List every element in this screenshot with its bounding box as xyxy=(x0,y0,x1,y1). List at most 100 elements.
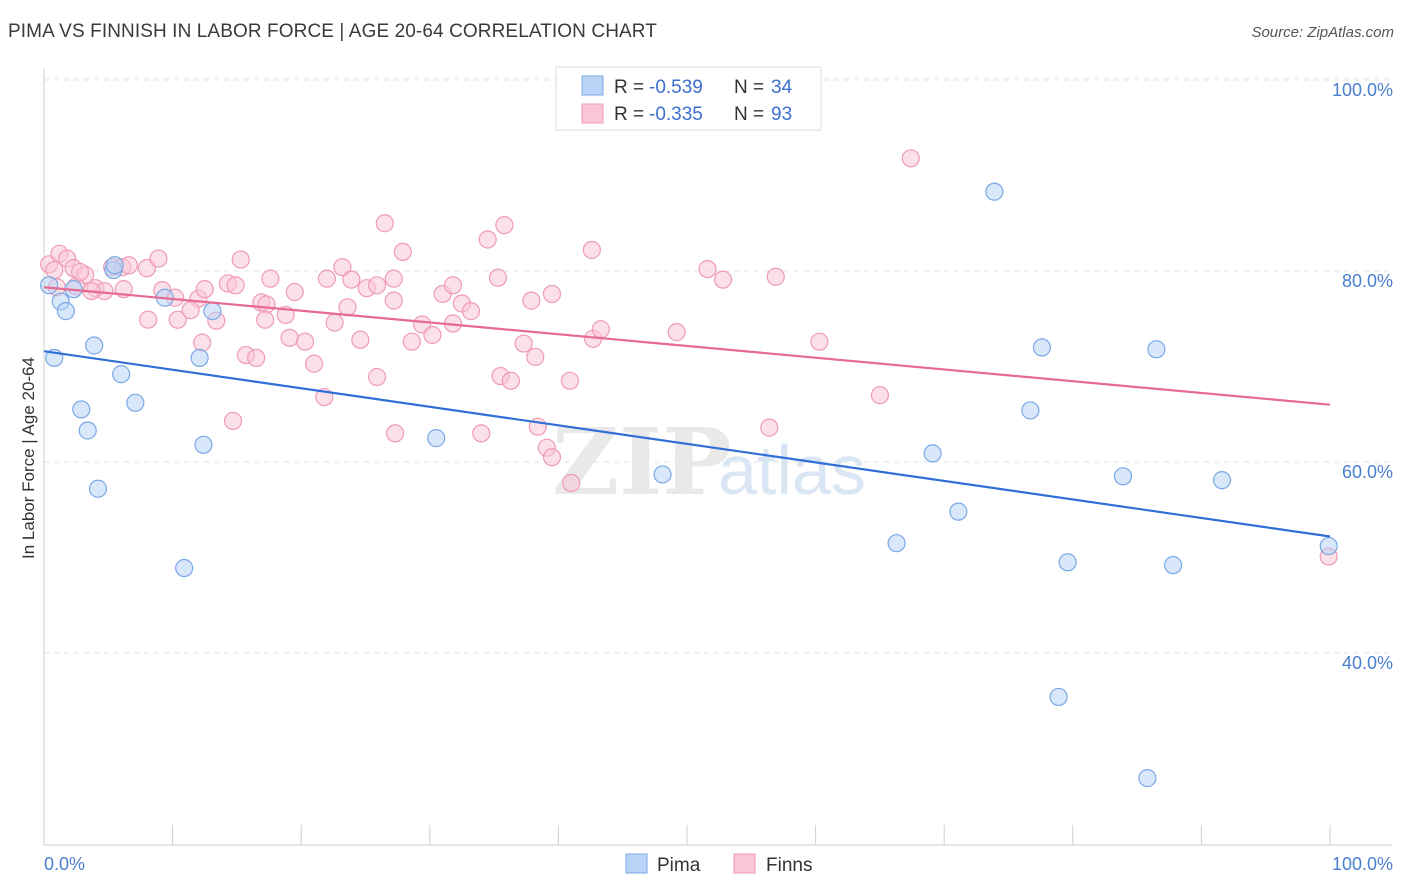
pima-point xyxy=(887,534,906,553)
finns-point xyxy=(495,216,514,235)
finns-point xyxy=(70,262,90,282)
finns-point xyxy=(181,301,200,320)
pima-point xyxy=(40,276,59,295)
finns-point xyxy=(393,242,412,261)
pima-point xyxy=(1319,536,1338,556)
finns-point xyxy=(367,367,387,387)
pima-point xyxy=(105,256,124,275)
finns-point xyxy=(193,333,212,352)
pima-point xyxy=(203,302,222,321)
legend-swatch-pima xyxy=(581,75,604,96)
pima-point xyxy=(126,393,145,412)
finns-trend-line xyxy=(43,286,1331,406)
finns-point xyxy=(472,424,491,443)
bottom-legend: Pima Finns xyxy=(625,853,812,876)
bottom-legend-swatch-finns xyxy=(733,853,756,874)
pima-point xyxy=(78,421,97,440)
finns-point xyxy=(295,332,315,351)
finns-point xyxy=(280,328,299,347)
x-tick-label-min: 0.0% xyxy=(44,854,85,874)
pima-point xyxy=(1212,471,1232,490)
finns-point xyxy=(667,323,686,342)
finns-point xyxy=(384,291,403,310)
finns-point xyxy=(478,230,497,249)
pima-point xyxy=(1164,556,1183,575)
y-tick-label: 100.0% xyxy=(1332,80,1393,100)
pima-point xyxy=(1058,553,1077,572)
legend-finns-n-label: N = xyxy=(734,104,764,125)
legend-pima-n-label: N = xyxy=(734,77,764,98)
axes xyxy=(43,68,1392,846)
pima-point xyxy=(190,348,209,368)
finns-point xyxy=(317,269,337,288)
finns-point xyxy=(698,259,717,279)
pima-point xyxy=(72,400,91,419)
finns-point xyxy=(526,347,545,367)
pima-point xyxy=(985,182,1004,201)
finns-point xyxy=(149,249,168,268)
watermark-atlas: atlas xyxy=(718,431,866,509)
pima-point xyxy=(923,444,942,463)
finns-point xyxy=(560,371,580,390)
y-tick-label: 60.0% xyxy=(1342,462,1393,482)
finns-point xyxy=(402,332,421,351)
finns-point xyxy=(582,240,601,260)
finns-point xyxy=(342,270,361,289)
pima-point xyxy=(1032,338,1052,357)
legend-box: R = -0.539 N = 34 R = -0.335 N = 93 xyxy=(555,66,822,131)
finns-point xyxy=(542,284,562,304)
scatter-points xyxy=(40,70,1338,788)
gridlines xyxy=(44,77,1392,654)
finns-point xyxy=(45,260,64,280)
pima-point xyxy=(175,558,194,578)
legend-pima-r-label: R = xyxy=(614,77,644,98)
pima-point xyxy=(653,465,672,484)
finns-point xyxy=(443,276,463,295)
finns-point xyxy=(367,276,387,295)
pima-point xyxy=(85,336,104,355)
finns-point xyxy=(195,280,214,299)
chart-source: Source: ZipAtlas.com xyxy=(1251,24,1394,41)
finns-point xyxy=(542,448,562,467)
finns-point xyxy=(139,310,158,329)
finns-point xyxy=(333,258,352,277)
legend-swatch-finns xyxy=(581,103,604,124)
finns-point xyxy=(261,269,280,288)
pima-point xyxy=(112,365,131,384)
finns-point xyxy=(247,348,266,368)
tick-labels: 40.0% 60.0% 80.0% 100.0% 0.0% 100.0% xyxy=(44,80,1393,874)
finns-point xyxy=(375,214,394,233)
trend-lines xyxy=(43,286,1331,538)
pima-point xyxy=(88,479,108,498)
finns-point xyxy=(488,268,508,287)
finns-point xyxy=(522,291,541,310)
finns-point xyxy=(231,250,250,269)
finns-point xyxy=(257,295,276,314)
watermark: ZIP atlas xyxy=(552,408,866,516)
finns-point xyxy=(168,310,187,329)
pima-point xyxy=(1021,401,1040,420)
legend-finns-r-value: -0.335 xyxy=(649,104,703,125)
finns-point xyxy=(385,424,405,443)
pima-point xyxy=(194,435,213,454)
finns-point xyxy=(423,325,442,345)
legend-pima-n-value: 34 xyxy=(771,77,793,98)
x-tick-label-max: 100.0% xyxy=(1332,854,1393,874)
finns-point xyxy=(901,149,920,168)
finns-point xyxy=(256,310,275,329)
pima-point xyxy=(1049,687,1068,707)
pima-point xyxy=(1138,769,1157,788)
finns-point xyxy=(501,371,520,390)
bottom-legend-pima: Pima xyxy=(657,855,701,876)
pima-trend-line xyxy=(43,350,1331,538)
finns-point xyxy=(461,302,481,321)
finns-point xyxy=(351,330,370,349)
finns-point xyxy=(226,276,245,295)
bottom-legend-finns: Finns xyxy=(766,855,812,876)
finns-point xyxy=(713,270,733,289)
finns-point xyxy=(514,334,533,353)
finns-point xyxy=(766,267,785,286)
pima-point xyxy=(949,502,968,521)
finns-point xyxy=(304,354,324,373)
watermark-zip: ZIP xyxy=(552,408,731,516)
